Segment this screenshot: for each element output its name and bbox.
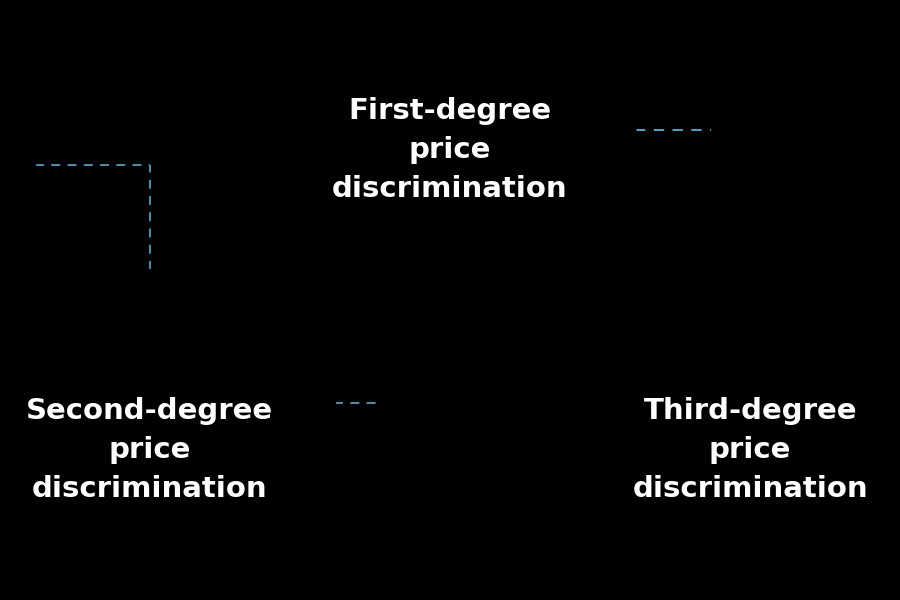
Text: P: P bbox=[615, 2, 627, 20]
Text: D₁: D₁ bbox=[602, 54, 621, 69]
Text: X₂: X₂ bbox=[418, 593, 436, 600]
Text: Second-degree
price
discrimination: Second-degree price discrimination bbox=[26, 397, 274, 503]
Text: A: A bbox=[718, 110, 730, 125]
Text: D: D bbox=[829, 242, 842, 260]
Text: Q: Q bbox=[884, 288, 898, 306]
Text: Q: Q bbox=[284, 272, 299, 290]
Text: B: B bbox=[695, 182, 707, 197]
Text: D: D bbox=[528, 551, 543, 569]
Text: D: D bbox=[223, 232, 238, 250]
Text: X₁: X₁ bbox=[373, 593, 389, 600]
Text: 0: 0 bbox=[12, 288, 23, 306]
Text: X₄: X₄ bbox=[511, 593, 527, 600]
Text: 0: 0 bbox=[307, 593, 319, 600]
Text: X₃: X₃ bbox=[464, 593, 482, 600]
Text: X: X bbox=[143, 288, 157, 306]
Text: P₄: P₄ bbox=[301, 544, 319, 559]
Text: P: P bbox=[312, 302, 324, 320]
Text: Q: Q bbox=[584, 593, 598, 600]
Text: P₃: P₃ bbox=[301, 494, 319, 509]
Text: D₁: D₁ bbox=[299, 347, 319, 362]
Text: P₁: P₁ bbox=[301, 396, 319, 411]
Text: P: P bbox=[12, 2, 25, 20]
Text: C: C bbox=[794, 182, 806, 197]
Text: P₁: P₁ bbox=[603, 123, 621, 138]
Text: 0: 0 bbox=[609, 288, 621, 306]
Text: First-degree
price
discrimination: First-degree price discrimination bbox=[332, 97, 568, 203]
Text: X₁: X₁ bbox=[702, 288, 720, 303]
Text: P: P bbox=[11, 156, 23, 174]
Text: Q: Q bbox=[884, 272, 899, 290]
Text: P₂: P₂ bbox=[301, 445, 319, 460]
Text: Third-degree
price
discrimination: Third-degree price discrimination bbox=[633, 397, 868, 503]
Text: Q: Q bbox=[584, 572, 598, 590]
Text: Q: Q bbox=[284, 288, 298, 306]
Text: X₂: X₂ bbox=[780, 288, 798, 303]
Text: P₂: P₂ bbox=[603, 194, 621, 209]
Text: D₁: D₁ bbox=[2, 52, 23, 70]
